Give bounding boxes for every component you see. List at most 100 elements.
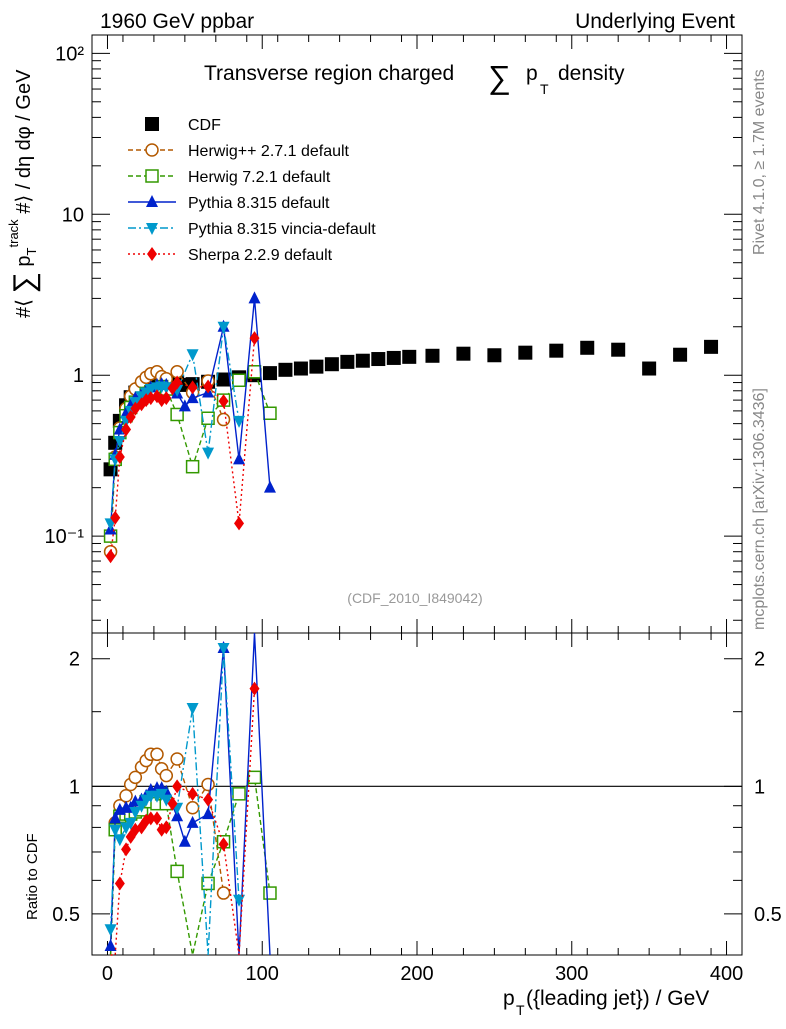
analysis-watermark: (CDF_2010_I849042) [347, 590, 482, 606]
ratio-point-pythia-8-315-vincia-default [233, 894, 246, 907]
ratio-tick-label: 2 [69, 649, 80, 671]
data-point-pythia-8-315-vincia-default [217, 321, 230, 334]
data-point-pythia-8-315-vincia-default [186, 349, 199, 362]
ratio-point-pythia-8-315-vincia-default [124, 817, 137, 830]
legend-marker [146, 223, 158, 235]
data-point-cdf [704, 339, 719, 354]
legend-label: Sherpa 2.2.9 default [188, 247, 333, 264]
ratio-point-sherpa-2-2-9-default [172, 779, 183, 794]
ratio-tick-label-right: 0.5 [754, 904, 782, 926]
xlabel-sub: T [516, 1002, 525, 1018]
data-point-sherpa-2-2-9-default [172, 375, 183, 390]
ratio-point-pythia-8-315-default [202, 807, 215, 820]
ratio-point-pythia-8-315-vincia-default [160, 794, 173, 807]
title-pre: Transverse region charged [204, 62, 454, 85]
rivet-label: Rivet 4.1.0, ≥ 1.7M events [751, 69, 768, 255]
x-tick-label: 200 [400, 963, 433, 985]
data-point-sherpa-2-2-9-default [187, 380, 198, 395]
legend-item-pythia-8-315-default: Pythia 8.315 default [128, 195, 330, 212]
ratio-point-herwig-2-7-1-default [185, 801, 200, 815]
legend: CDF Herwig++ 2.7.1 default Herwig 7.2.1 de… [128, 117, 376, 264]
ratio-point-sherpa-2-2-9-default [187, 786, 198, 801]
data-point-cdf [402, 349, 417, 364]
data-point-cdf [293, 361, 308, 376]
ratio-point-pythia-8-315-vincia-default [135, 800, 148, 813]
ratio-point-pythia-8-315-vincia-default [186, 703, 199, 716]
data-point-cdf [386, 350, 401, 365]
svg-text:#⟨ ∑ pTtrack #⟩ / dη dφ / GeV: #⟨ ∑ pTtrack #⟩ / dη dφ / GeV [6, 69, 41, 318]
title-sum: ∑ [488, 59, 511, 95]
data-point-sherpa-2-2-9-default [249, 331, 260, 346]
data-point-cdf [309, 359, 324, 374]
ratio-point-herwig-2-7-1-default [150, 747, 164, 762]
data-point-pythia-8-315-default [248, 291, 261, 304]
x-tick-label: 400 [710, 963, 743, 985]
ratio-point-pythia-8-315-vincia-default [217, 643, 230, 656]
data-point-cdf [324, 357, 339, 372]
data-point-pythia-8-315-vincia-default [202, 447, 215, 460]
ratio-point-pythia-8-315-default [171, 809, 184, 822]
data-point-sherpa-2-2-9-default [203, 379, 214, 394]
data-point-sherpa-2-2-9-default [114, 450, 125, 465]
ratio-point-sherpa-2-2-9-default [152, 811, 162, 826]
data-point-sherpa-2-2-9-default [218, 394, 229, 409]
data-point-cdf [611, 342, 626, 357]
ratio-point-herwig-7-2-1-default [247, 770, 262, 785]
legend-marker [145, 169, 159, 183]
data-point-sherpa-2-2-9-default [110, 510, 121, 525]
data-point-herwig-7-2-1-default [247, 365, 262, 379]
ratio-point-sherpa-2-2-9-default [161, 820, 172, 835]
x-tick-label: 0 [102, 963, 113, 985]
data-point-herwig-7-2-1-default [232, 373, 246, 388]
ratio-point-pythia-8-315-default [109, 811, 122, 824]
axes-layer: 0 100 200 300 400 10⁻¹ 1 10 10² 0.5 0.5 1 1 2 2 [45, 35, 782, 985]
data-point-sherpa-2-2-9-default [234, 516, 245, 531]
xlabel-rest: ({leading jet}) / GeV [526, 987, 709, 1010]
ratio-point-sherpa-2-2-9-default [121, 842, 132, 857]
ratio-tick-label-right: 1 [754, 776, 765, 798]
data-point-cdf [262, 366, 277, 381]
data-point-pythia-8-315-default [233, 452, 246, 465]
legend-item-herwig-2-7-1-default: Herwig++ 2.7.1 default [128, 143, 350, 160]
header-right: Underlying Event [575, 10, 735, 33]
legend-item-sherpa-2-2-9-default: Sherpa 2.2.9 default [128, 247, 333, 264]
data-point-cdf [642, 361, 657, 376]
ratio-point-sherpa-2-2-9-default [145, 811, 156, 826]
series-layer [103, 291, 719, 564]
data-point-cdf [425, 348, 440, 363]
data-point-cdf [371, 352, 386, 367]
series-sherpa-2-2-9-default [105, 331, 260, 564]
data-point-herwig-7-2-1-default [185, 459, 200, 474]
ratio-point-herwig-7-2-1-default [170, 864, 184, 879]
plot-title: Transverse region charged ∑ p T density [204, 59, 625, 97]
legend-marker [147, 247, 157, 261]
ratio-point-herwig-2-7-1-default [119, 789, 133, 803]
ratio-point-sherpa-2-2-9-default [167, 796, 178, 811]
data-point-cdf [518, 345, 533, 360]
data-point-pythia-8-315-default [263, 480, 276, 493]
data-point-cdf [673, 347, 688, 362]
legend-label: Herwig++ 2.7.1 default [188, 143, 350, 160]
header-left: 1960 GeV ppbar [100, 10, 254, 33]
data-point-herwig-2-7-1-default [216, 412, 231, 427]
y-axis-label-ratio: Ratio to CDF [24, 833, 41, 920]
legend-label: Pythia 8.315 default [188, 195, 330, 212]
data-point-herwig-7-2-1-default [170, 407, 184, 422]
data-point-cdf [216, 372, 231, 387]
data-point-sherpa-2-2-9-default [161, 391, 172, 406]
data-point-pythia-8-315-vincia-default [160, 382, 173, 395]
data-point-herwig-7-2-1-default [263, 406, 277, 421]
ratio-point-pythia-8-315-vincia-default [129, 806, 142, 819]
data-point-cdf [487, 348, 502, 363]
ratio-point-pythia-8-315-default [104, 939, 117, 952]
legend-item-herwig-7-2-1-default: Herwig 7.2.1 default [128, 169, 331, 186]
data-point-pythia-8-315-default [178, 399, 191, 412]
data-point-cdf [456, 346, 471, 361]
y-axis-label-main: #⟨ ∑ pTtrack #⟩ / dη dφ / GeV [6, 69, 41, 318]
ratio-point-herwig-7-2-1-default [263, 886, 277, 900]
legend-item-pythia-8-315-vincia-default: Pythia 8.315 vincia-default [128, 221, 376, 238]
ratio-point-pythia-8-315-vincia-default [109, 824, 122, 837]
data-point-pythia-8-315-default [186, 391, 199, 404]
data-point-cdf [580, 340, 595, 355]
ratio-point-sherpa-2-2-9-default [218, 837, 229, 852]
